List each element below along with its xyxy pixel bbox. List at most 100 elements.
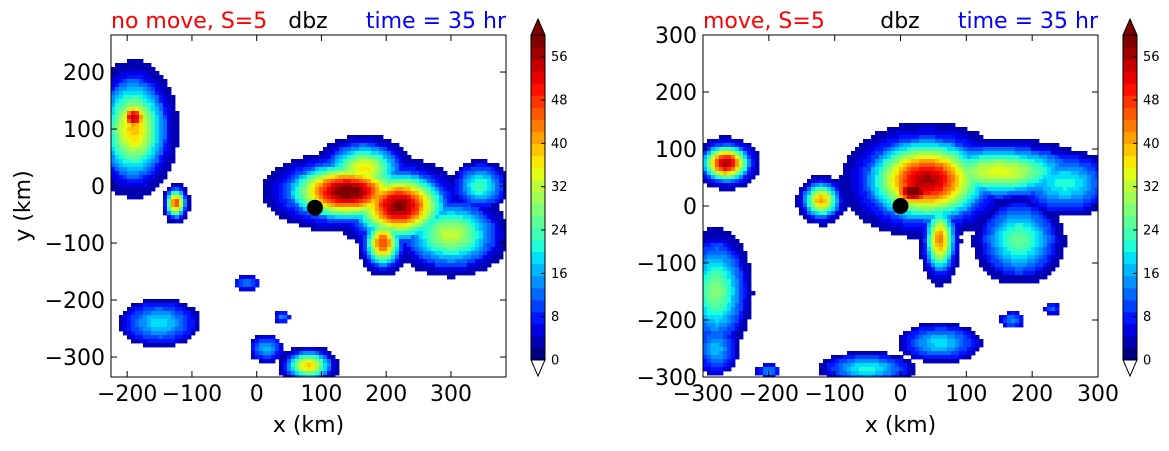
reflectivity-cell	[119, 151, 123, 155]
reflectivity-cell	[963, 327, 967, 331]
reflectivity-cell	[299, 179, 303, 183]
reflectivity-cell	[939, 159, 943, 163]
reflectivity-cell	[903, 187, 907, 191]
reflectivity-cell	[331, 355, 335, 359]
reflectivity-cell	[335, 139, 339, 143]
reflectivity-cell	[1039, 147, 1043, 151]
reflectivity-cell	[1047, 207, 1051, 211]
reflectivity-cell	[963, 131, 967, 135]
reflectivity-cell	[707, 303, 711, 307]
reflectivity-cell	[1011, 215, 1015, 219]
reflectivity-cell	[1035, 187, 1039, 191]
reflectivity-cell	[303, 175, 307, 179]
reflectivity-cell	[991, 191, 995, 195]
reflectivity-cell	[415, 187, 419, 191]
reflectivity-cell	[1047, 143, 1051, 147]
reflectivity-cell	[935, 223, 939, 227]
reflectivity-cell	[499, 175, 503, 179]
reflectivity-cell	[951, 151, 955, 155]
reflectivity-cell	[1055, 179, 1059, 183]
reflectivity-cell	[807, 211, 811, 215]
reflectivity-cell	[719, 327, 723, 331]
reflectivity-cell	[1071, 191, 1075, 195]
reflectivity-cell	[919, 331, 923, 335]
reflectivity-cell	[387, 171, 391, 175]
reflectivity-cell	[343, 203, 347, 207]
reflectivity-cell	[383, 171, 387, 175]
reflectivity-cell	[731, 151, 735, 155]
reflectivity-cell	[1075, 155, 1079, 159]
colorbar-tick-label: 24	[551, 224, 568, 239]
reflectivity-cell	[1039, 175, 1043, 179]
reflectivity-cell	[351, 183, 355, 187]
reflectivity-cell	[439, 191, 443, 195]
reflectivity-cell	[1071, 199, 1075, 203]
reflectivity-cell	[427, 203, 431, 207]
reflectivity-cell	[467, 215, 471, 219]
reflectivity-cell	[1075, 191, 1079, 195]
reflectivity-cell	[339, 227, 343, 231]
reflectivity-cell	[395, 151, 399, 155]
reflectivity-cell	[1043, 191, 1047, 195]
reflectivity-cell	[327, 147, 331, 151]
reflectivity-cell	[387, 199, 391, 203]
reflectivity-cell	[951, 331, 955, 335]
reflectivity-cell	[1007, 247, 1011, 251]
reflectivity-cell	[351, 191, 355, 195]
reflectivity-cell	[375, 163, 379, 167]
reflectivity-cell	[927, 255, 931, 259]
x-tick-label: 100	[300, 382, 342, 407]
reflectivity-cell	[151, 307, 155, 311]
reflectivity-cell	[979, 195, 983, 199]
reflectivity-cell	[991, 227, 995, 231]
reflectivity-cell	[1023, 247, 1027, 251]
reflectivity-cell	[735, 163, 739, 167]
reflectivity-cell	[467, 263, 471, 267]
reflectivity-cell	[959, 195, 963, 199]
reflectivity-cell	[411, 227, 415, 231]
reflectivity-cell	[907, 183, 911, 187]
reflectivity-cell	[303, 211, 307, 215]
reflectivity-cell	[159, 103, 163, 107]
reflectivity-cell	[955, 183, 959, 187]
reflectivity-cell	[719, 331, 723, 335]
reflectivity-cell	[1047, 251, 1051, 255]
reflectivity-cell	[815, 199, 819, 203]
reflectivity-cell	[495, 203, 499, 207]
reflectivity-cell	[895, 143, 899, 147]
reflectivity-cell	[1007, 215, 1011, 219]
reflectivity-cell	[335, 187, 339, 191]
reflectivity-cell	[319, 175, 323, 179]
reflectivity-cell	[371, 259, 375, 263]
reflectivity-cell	[943, 251, 947, 255]
reflectivity-cell	[1007, 315, 1011, 319]
reflectivity-cell	[711, 315, 715, 319]
reflectivity-cell	[1047, 203, 1051, 207]
reflectivity-cell	[499, 247, 503, 251]
reflectivity-cell	[347, 235, 351, 239]
reflectivity-cell	[439, 259, 443, 263]
reflectivity-cell	[1011, 275, 1015, 279]
reflectivity-cell	[195, 319, 199, 323]
reflectivity-cell	[491, 259, 495, 263]
reflectivity-cell	[431, 239, 435, 243]
reflectivity-cell	[395, 235, 399, 239]
reflectivity-cell	[475, 179, 479, 183]
reflectivity-cell	[1095, 175, 1099, 179]
reflectivity-cell	[987, 155, 991, 159]
reflectivity-cell	[731, 163, 735, 167]
reflectivity-cell	[1019, 155, 1023, 159]
reflectivity-cell	[283, 355, 287, 359]
reflectivity-cell	[951, 179, 955, 183]
reflectivity-cell	[403, 167, 407, 171]
reflectivity-cell	[127, 75, 131, 79]
reflectivity-cell	[935, 167, 939, 171]
reflectivity-cell	[139, 111, 143, 115]
reflectivity-cell	[899, 163, 903, 167]
reflectivity-cell	[915, 131, 919, 135]
reflectivity-cell	[355, 231, 359, 235]
reflectivity-cell	[1015, 195, 1019, 199]
reflectivity-cell	[175, 123, 179, 127]
reflectivity-cell	[379, 267, 383, 271]
reflectivity-cell	[911, 163, 915, 167]
